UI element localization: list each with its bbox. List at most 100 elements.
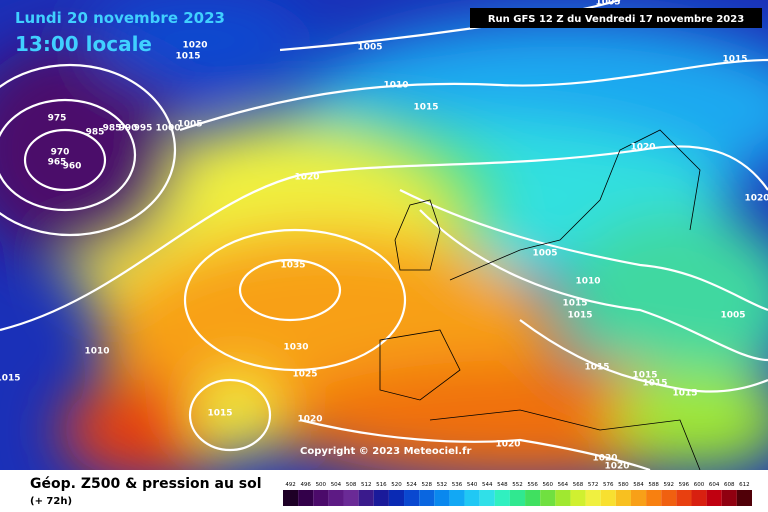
isobar-label: 970 — [51, 148, 70, 158]
isobar-label: 1015 — [207, 409, 232, 419]
colorbar-label: 504 — [331, 482, 342, 488]
colorbar-label: 556 — [527, 482, 538, 488]
colorbar-cell — [328, 490, 344, 506]
run-box — [470, 8, 762, 28]
colorbar-label: 604 — [709, 482, 720, 488]
colorbar-cell — [646, 490, 662, 506]
colorbar-label: 576 — [603, 482, 614, 488]
isobar-label: 1020 — [744, 194, 768, 204]
colorbar-cell — [373, 490, 389, 506]
footer-subtitle: (+ 72h) — [30, 496, 72, 507]
isobar-label: 1025 — [292, 370, 317, 380]
colorbar-cell — [358, 490, 374, 506]
isobar-label: 1015 — [562, 299, 587, 309]
isobar-label: 1010 — [383, 81, 408, 91]
isobar-label: 1010 — [84, 347, 109, 357]
isobar-label: 1015 — [672, 389, 697, 399]
colorbar-label: 596 — [679, 482, 690, 488]
isobar-label: 1005 — [532, 249, 557, 259]
colorbar-label: 560 — [543, 482, 554, 488]
colorbar-label: 512 — [361, 482, 372, 488]
colorbar-label: 492 — [285, 482, 296, 488]
colorbar-cell — [343, 490, 359, 506]
colorbar-label: 496 — [300, 482, 311, 488]
colorbar-cell — [570, 490, 586, 506]
isobar-label: 995 — [134, 124, 153, 134]
colorbar-cell — [736, 490, 752, 506]
colorbar-cell — [525, 490, 541, 506]
colorbar-cell — [706, 490, 722, 506]
isobar-label: 1000 — [155, 124, 180, 134]
isobar-label: 1005 — [357, 43, 382, 53]
colorbar-label: 552 — [512, 482, 523, 488]
colorbar-label: 584 — [633, 482, 644, 488]
isobar-label: 1005 — [720, 311, 745, 321]
isobar-label: 1015 — [642, 379, 667, 389]
isobar-label: 990 — [119, 124, 138, 134]
isobar-label: 1015 — [584, 363, 609, 373]
isobar-label: 1015 — [632, 371, 657, 381]
isobar-label: 1020 — [294, 173, 319, 183]
colorbar-label: 568 — [573, 482, 584, 488]
colorbar-label: 572 — [588, 482, 599, 488]
isobar-label: 1020 — [495, 440, 520, 450]
colorbar-cell — [600, 490, 616, 506]
colorbar-cell — [661, 490, 677, 506]
colorbar-label: 612 — [739, 482, 750, 488]
isobar-label: 985 — [103, 124, 122, 134]
colorbar-cell — [313, 490, 329, 506]
colorbar-cell — [494, 490, 510, 506]
colorbar-cell — [691, 490, 707, 506]
colorbar-label: 500 — [316, 482, 327, 488]
isobar-label: 1020 — [630, 143, 655, 153]
copyright: Copyright © 2023 Meteociel.fr — [300, 446, 471, 457]
colorbar-cell — [479, 490, 495, 506]
colorbar-cell — [283, 490, 299, 506]
isobar-label: 1015 — [0, 374, 21, 384]
isobar-label: 1015 — [413, 103, 438, 113]
colorbar-cell — [540, 490, 556, 506]
isobar-label: 1035 — [280, 261, 305, 271]
colorbar-cell — [721, 490, 737, 506]
colorbar-label: 564 — [558, 482, 569, 488]
valid-date: Lundi 20 novembre 2023 — [15, 9, 225, 27]
colorbar-cell — [404, 490, 420, 506]
colorbar-cell — [419, 490, 435, 506]
run-info: Run GFS 12 Z du Vendredi 17 novembre 202… — [488, 14, 744, 25]
isobar-label: 1030 — [283, 343, 308, 353]
colorbar-label: 540 — [467, 482, 478, 488]
colorbar-label: 600 — [694, 482, 705, 488]
colorbar-label: 520 — [391, 482, 402, 488]
colorbar-cell — [388, 490, 405, 506]
colorbar-cell — [434, 490, 450, 506]
colorbar-label: 524 — [406, 482, 417, 488]
colorbar-label: 516 — [376, 482, 387, 488]
colorbar-cell — [449, 490, 465, 506]
colorbar-cell — [630, 490, 647, 506]
isobar-label: 975 — [48, 114, 67, 124]
isobar-label: 1015 — [567, 311, 592, 321]
isobar-label: 965 — [48, 158, 67, 168]
footer-title: Géop. Z500 & pression au sol — [30, 476, 262, 492]
colorbar-cell — [676, 490, 692, 506]
colorbar-label: 532 — [437, 482, 448, 488]
colorbar-label: 580 — [618, 482, 629, 488]
isobar-label: 1005 — [595, 0, 620, 8]
isobar-label: 1020 — [297, 415, 322, 425]
colorbar-label: 536 — [452, 482, 463, 488]
colorbar-label: 508 — [346, 482, 357, 488]
colorbar-label: 548 — [497, 482, 508, 488]
isobar-label: 1010 — [575, 277, 600, 287]
colorbar-cell — [585, 490, 601, 506]
isobar-label: 960 — [63, 162, 82, 172]
isobar-label: 1005 — [177, 120, 202, 130]
colorbar-cell — [298, 490, 314, 506]
colorbar-cell — [509, 490, 526, 506]
colorbar-cell — [615, 490, 631, 506]
colorbar-cell — [464, 490, 480, 506]
isobar-label: 1020 — [592, 454, 617, 464]
isobar-label: 1020 — [604, 462, 629, 472]
colorbar-label: 588 — [648, 482, 659, 488]
